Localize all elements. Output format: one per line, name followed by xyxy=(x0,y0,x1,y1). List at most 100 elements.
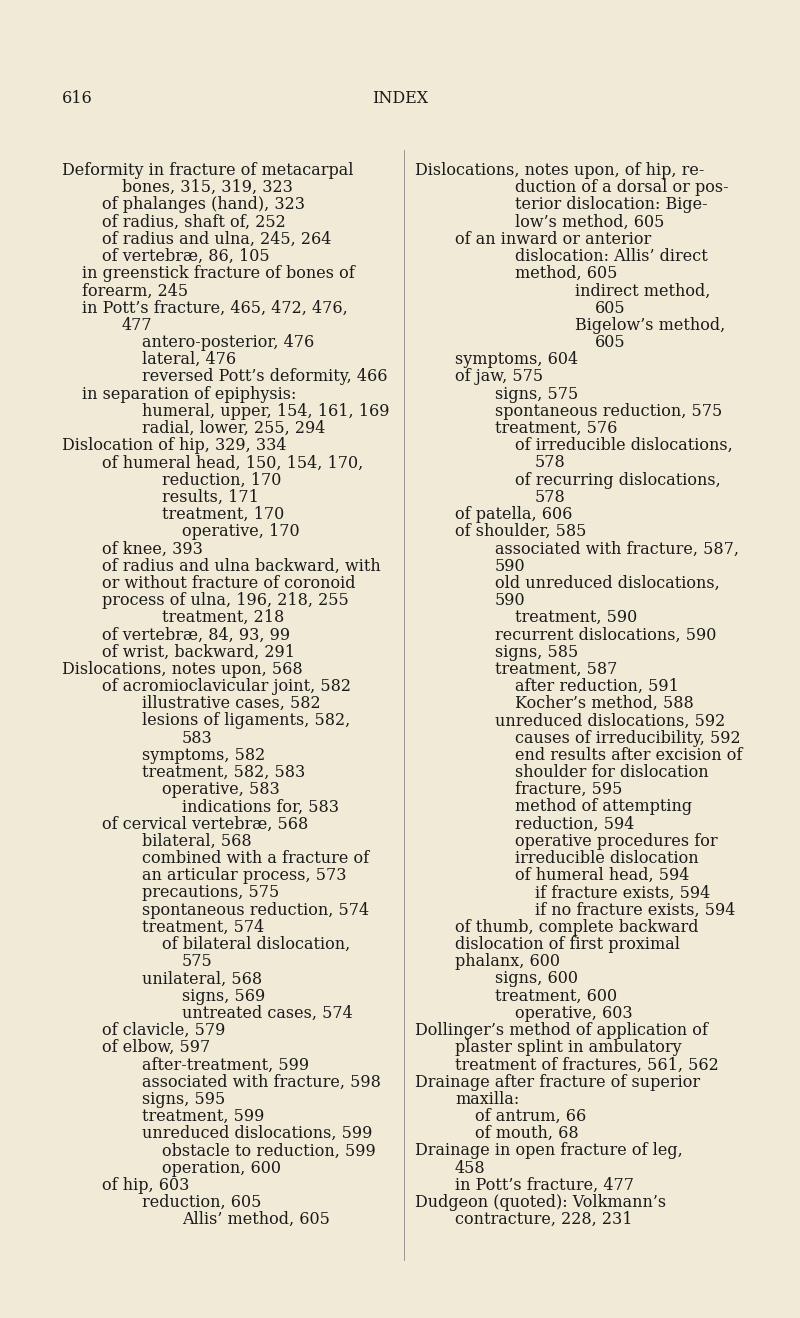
Text: of hip, 603: of hip, 603 xyxy=(102,1177,190,1194)
Text: old unreduced dislocations,: old unreduced dislocations, xyxy=(495,575,720,592)
Text: of clavicle, 579: of clavicle, 579 xyxy=(102,1021,226,1039)
Text: bilateral, 568: bilateral, 568 xyxy=(142,833,252,850)
Text: of recurring dislocations,: of recurring dislocations, xyxy=(515,472,721,489)
Text: dislocation: Allis’ direct: dislocation: Allis’ direct xyxy=(515,248,708,265)
Text: unreduced dislocations, 599: unreduced dislocations, 599 xyxy=(142,1126,372,1143)
Text: maxilla:: maxilla: xyxy=(455,1091,519,1108)
Text: after-treatment, 599: after-treatment, 599 xyxy=(142,1057,309,1073)
Text: in Pott’s fracture, 477: in Pott’s fracture, 477 xyxy=(455,1177,634,1194)
Text: operative procedures for: operative procedures for xyxy=(515,833,718,850)
Text: or without fracture of coronoid: or without fracture of coronoid xyxy=(102,575,355,592)
Text: of bilateral dislocation,: of bilateral dislocation, xyxy=(162,936,350,953)
Text: radial, lower, 255, 294: radial, lower, 255, 294 xyxy=(142,420,326,438)
Text: treatment, 170: treatment, 170 xyxy=(162,506,284,523)
Text: signs, 595: signs, 595 xyxy=(142,1091,226,1108)
Text: 590: 590 xyxy=(495,558,526,575)
Text: of knee, 393: of knee, 393 xyxy=(102,540,203,558)
Text: operative, 603: operative, 603 xyxy=(515,1004,633,1021)
Text: plaster splint in ambulatory: plaster splint in ambulatory xyxy=(455,1039,682,1056)
Text: of radius and ulna backward, with: of radius and ulna backward, with xyxy=(102,558,381,575)
Text: dislocation of first proximal: dislocation of first proximal xyxy=(455,936,680,953)
Text: of humeral head, 150, 154, 170,: of humeral head, 150, 154, 170, xyxy=(102,455,363,472)
Text: of cervical vertebræ, 568: of cervical vertebræ, 568 xyxy=(102,816,308,833)
Text: an articular process, 573: an articular process, 573 xyxy=(142,867,346,884)
Text: bones, 315, 319, 323: bones, 315, 319, 323 xyxy=(122,179,293,196)
Text: treatment, 599: treatment, 599 xyxy=(142,1108,264,1126)
Text: forearm, 245: forearm, 245 xyxy=(82,282,188,299)
Text: results, 171: results, 171 xyxy=(162,489,259,506)
Text: treatment of fractures, 561, 562: treatment of fractures, 561, 562 xyxy=(455,1057,718,1073)
Text: INDEX: INDEX xyxy=(372,90,428,107)
Text: signs, 575: signs, 575 xyxy=(495,386,578,402)
Text: if fracture exists, 594: if fracture exists, 594 xyxy=(535,884,710,902)
Text: of vertebræ, 86, 105: of vertebræ, 86, 105 xyxy=(102,248,270,265)
Text: 575: 575 xyxy=(182,953,213,970)
Text: obstacle to reduction, 599: obstacle to reduction, 599 xyxy=(162,1143,376,1160)
Text: of radius and ulna, 245, 264: of radius and ulna, 245, 264 xyxy=(102,231,331,248)
Text: combined with a fracture of: combined with a fracture of xyxy=(142,850,369,867)
Text: of shoulder, 585: of shoulder, 585 xyxy=(455,523,586,540)
Text: of an inward or anterior: of an inward or anterior xyxy=(455,231,651,248)
Text: of phalanges (hand), 323: of phalanges (hand), 323 xyxy=(102,196,305,214)
Text: of vertebræ, 84, 93, 99: of vertebræ, 84, 93, 99 xyxy=(102,626,290,643)
Text: antero-posterior, 476: antero-posterior, 476 xyxy=(142,333,314,351)
Text: duction of a dorsal or pos-: duction of a dorsal or pos- xyxy=(515,179,729,196)
Text: treatment, 576: treatment, 576 xyxy=(495,420,618,438)
Text: spontaneous reduction, 574: spontaneous reduction, 574 xyxy=(142,902,369,919)
Text: humeral, upper, 154, 161, 169: humeral, upper, 154, 161, 169 xyxy=(142,403,390,420)
Text: of mouth, 68: of mouth, 68 xyxy=(475,1126,578,1143)
Text: precautions, 575: precautions, 575 xyxy=(142,884,279,902)
Text: signs, 585: signs, 585 xyxy=(495,643,578,660)
Text: associated with fracture, 587,: associated with fracture, 587, xyxy=(495,540,739,558)
Text: 578: 578 xyxy=(535,489,566,506)
Text: unreduced dislocations, 592: unreduced dislocations, 592 xyxy=(495,713,726,729)
Text: signs, 600: signs, 600 xyxy=(495,970,578,987)
Text: if no fracture exists, 594: if no fracture exists, 594 xyxy=(535,902,735,919)
Text: Dislocation of hip, 329, 334: Dislocation of hip, 329, 334 xyxy=(62,438,286,455)
Text: Bigelow’s method,: Bigelow’s method, xyxy=(575,316,726,333)
Text: indirect method,: indirect method, xyxy=(575,282,710,299)
Text: shoulder for dislocation: shoulder for dislocation xyxy=(515,764,709,782)
Text: treatment, 574: treatment, 574 xyxy=(142,919,264,936)
Text: treatment, 590: treatment, 590 xyxy=(515,609,638,626)
Text: of acromioclavicular joint, 582: of acromioclavicular joint, 582 xyxy=(102,677,351,695)
Text: contracture, 228, 231: contracture, 228, 231 xyxy=(455,1211,633,1228)
Text: method, 605: method, 605 xyxy=(515,265,618,282)
Text: Drainage in open fracture of leg,: Drainage in open fracture of leg, xyxy=(415,1143,682,1160)
Text: reduction, 594: reduction, 594 xyxy=(515,816,634,833)
Text: operative, 583: operative, 583 xyxy=(162,782,280,799)
Text: method of attempting: method of attempting xyxy=(515,799,692,816)
Text: reversed Pott’s deformity, 466: reversed Pott’s deformity, 466 xyxy=(142,369,387,385)
Text: 583: 583 xyxy=(182,730,213,746)
Text: operation, 600: operation, 600 xyxy=(162,1160,281,1177)
Text: irreducible dislocation: irreducible dislocation xyxy=(515,850,698,867)
Text: of radius, shaft of, 252: of radius, shaft of, 252 xyxy=(102,214,286,231)
Text: lesions of ligaments, 582,: lesions of ligaments, 582, xyxy=(142,713,350,729)
Text: of jaw, 575: of jaw, 575 xyxy=(455,369,543,385)
Text: of antrum, 66: of antrum, 66 xyxy=(475,1108,586,1126)
Text: illustrative cases, 582: illustrative cases, 582 xyxy=(142,695,321,712)
Text: 616: 616 xyxy=(62,90,93,107)
Text: Drainage after fracture of superior: Drainage after fracture of superior xyxy=(415,1074,700,1090)
Text: of irreducible dislocations,: of irreducible dislocations, xyxy=(515,438,733,455)
Text: low’s method, 605: low’s method, 605 xyxy=(515,214,664,231)
Text: in greenstick fracture of bones of: in greenstick fracture of bones of xyxy=(82,265,354,282)
Text: in Pott’s fracture, 465, 472, 476,: in Pott’s fracture, 465, 472, 476, xyxy=(82,299,348,316)
Text: recurrent dislocations, 590: recurrent dislocations, 590 xyxy=(495,626,716,643)
Text: signs, 569: signs, 569 xyxy=(182,987,266,1004)
Text: Allis’ method, 605: Allis’ method, 605 xyxy=(182,1211,330,1228)
Text: fracture, 595: fracture, 595 xyxy=(515,782,622,799)
Text: Dislocations, notes upon, 568: Dislocations, notes upon, 568 xyxy=(62,660,302,677)
Text: of patella, 606: of patella, 606 xyxy=(455,506,572,523)
Text: Kocher’s method, 588: Kocher’s method, 588 xyxy=(515,695,694,712)
Text: of humeral head, 594: of humeral head, 594 xyxy=(515,867,690,884)
Text: end results after excision of: end results after excision of xyxy=(515,747,742,764)
Text: unilateral, 568: unilateral, 568 xyxy=(142,970,262,987)
Text: of wrist, backward, 291: of wrist, backward, 291 xyxy=(102,643,295,660)
Text: reduction, 605: reduction, 605 xyxy=(142,1194,262,1211)
Text: causes of irreducibility, 592: causes of irreducibility, 592 xyxy=(515,730,741,746)
Text: 477: 477 xyxy=(122,316,153,333)
Text: treatment, 600: treatment, 600 xyxy=(495,987,617,1004)
Text: treatment, 218: treatment, 218 xyxy=(162,609,284,626)
Text: reduction, 170: reduction, 170 xyxy=(162,472,282,489)
